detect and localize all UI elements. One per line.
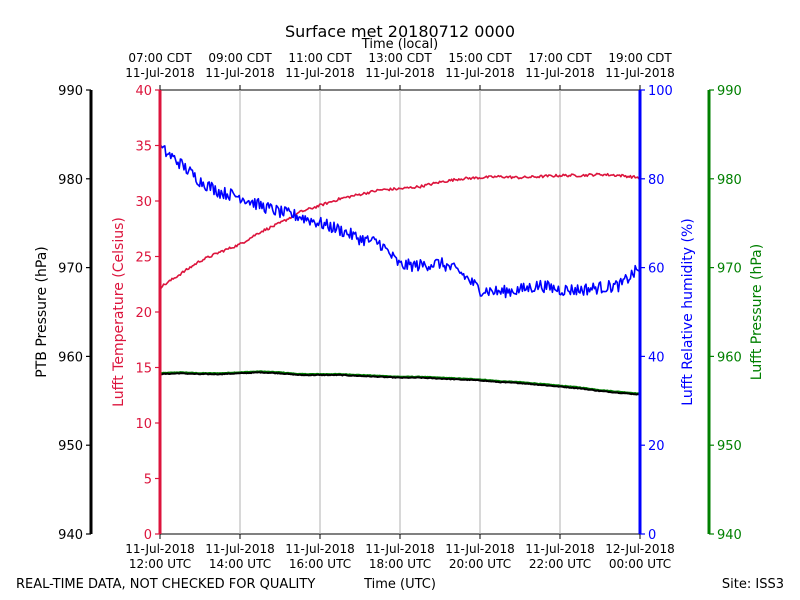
x-tick-label-utc-time: 18:00 UTC [369, 557, 431, 571]
ptb-pressure-axis-tick-label: 940 [58, 528, 83, 543]
x-tick-label-local-date: 11-Jul-2018 [125, 66, 195, 80]
x-tick-label-utc-date: 11-Jul-2018 [445, 542, 515, 556]
lufft-pressure-axis-tick-label: 950 [717, 439, 742, 454]
x-tick-label-local-time: 15:00 CDT [448, 51, 512, 65]
x-tick-label-local-date: 11-Jul-2018 [285, 66, 355, 80]
x-tick-label-local-time: 11:00 CDT [288, 51, 352, 65]
quality-disclaimer: REAL-TIME DATA, NOT CHECKED FOR QUALITY [16, 577, 315, 592]
series-line-temperature [159, 172, 641, 290]
humidity-axis-tick-label: 20 [648, 439, 665, 454]
temperature-axis-tick-label: 5 [144, 473, 152, 488]
x-tick-label-utc-time: 00:00 UTC [609, 557, 671, 571]
site-label: Site: ISS3 [722, 577, 784, 592]
series-layer [159, 145, 641, 396]
temperature-axis-label: Lufft Temperature (Celsius) [111, 217, 127, 407]
humidity-axis-tick-label: 100 [648, 84, 673, 99]
x-tick-label-local-date: 11-Jul-2018 [445, 66, 515, 80]
temperature-axis-tick-label: 35 [135, 140, 152, 155]
temperature-axis-tick-label: 10 [135, 417, 152, 432]
humidity-axis-tick-label: 60 [648, 262, 665, 277]
x-tick-label-utc-date: 11-Jul-2018 [205, 542, 275, 556]
x-tick-label-utc-time: 22:00 UTC [529, 557, 591, 571]
ptb-pressure-axis-label: PTB Pressure (hPa) [34, 246, 50, 377]
x-tick-label-local-date: 11-Jul-2018 [605, 66, 675, 80]
x-tick-label-local-time: 13:00 CDT [368, 51, 432, 65]
humidity-axis-tick-label: 80 [648, 173, 665, 188]
x-tick-label-local-date: 11-Jul-2018 [205, 66, 275, 80]
temperature-axis-tick-label: 0 [144, 528, 152, 543]
x-tick-label-local-time: 09:00 CDT [208, 51, 272, 65]
series-line-ptb-pressure [160, 371, 641, 396]
lufft-pressure-axis-tick-label: 940 [717, 528, 742, 543]
temperature-axis-tick-label: 30 [135, 195, 152, 210]
lufft-pressure-axis-tick-label: 990 [717, 84, 742, 99]
x-tick-label-utc-time: 14:00 UTC [209, 557, 271, 571]
ptb-pressure-axis-tick-label: 950 [58, 439, 83, 454]
x-tick-label-utc-date: 11-Jul-2018 [365, 542, 435, 556]
x-tick-label-utc-date: 12-Jul-2018 [605, 542, 675, 556]
ptb-pressure-axis-tick-label: 960 [58, 350, 83, 365]
lufft-pressure-axis-tick-label: 980 [717, 173, 742, 188]
lufft-pressure-axis-label: Lufft Pressure (hPa) [749, 244, 765, 380]
humidity-axis-tick-label: 0 [648, 528, 656, 543]
x-tick-label-local-date: 11-Jul-2018 [365, 66, 435, 80]
lufft-pressure-axis-tick-label: 970 [717, 262, 742, 277]
series-line-humidity [159, 145, 641, 299]
x-tick-label-utc-date: 11-Jul-2018 [125, 542, 195, 556]
x-bottom-label: Time (UTC) [363, 577, 436, 592]
x-tick-label-local-date: 11-Jul-2018 [525, 66, 595, 80]
x-tick-label-local-time: 17:00 CDT [528, 51, 592, 65]
temperature-axis-tick-label: 40 [135, 84, 152, 99]
x-tick-label-local-time: 07:00 CDT [128, 51, 192, 65]
temperature-axis-tick-label: 20 [135, 306, 152, 321]
x-tick-label-utc-time: 16:00 UTC [289, 557, 351, 571]
lufft-pressure-axis-tick-label: 960 [717, 350, 742, 365]
x-tick-label-utc-time: 20:00 UTC [449, 557, 511, 571]
x-tick-label-local-time: 19:00 CDT [608, 51, 672, 65]
x-tick-label-utc-time: 12:00 UTC [129, 557, 191, 571]
x-top-label: Time (local) [361, 37, 438, 52]
grid-lines [159, 89, 641, 535]
x-tick-label-utc-date: 11-Jul-2018 [525, 542, 595, 556]
ptb-pressure-axis-tick-label: 980 [58, 173, 83, 188]
ptb-pressure-axis-tick-label: 970 [58, 262, 83, 277]
x-tick-label-utc-date: 11-Jul-2018 [285, 542, 355, 556]
humidity-axis-tick-label: 40 [648, 350, 665, 365]
temperature-axis-tick-label: 25 [135, 251, 152, 266]
ptb-pressure-axis-tick-label: 990 [58, 84, 83, 99]
chart-title: Surface met 20180712 0000 [285, 22, 515, 41]
humidity-axis-label: Lufft Relative humidity (%) [680, 218, 696, 405]
temperature-axis-tick-label: 15 [135, 362, 152, 377]
